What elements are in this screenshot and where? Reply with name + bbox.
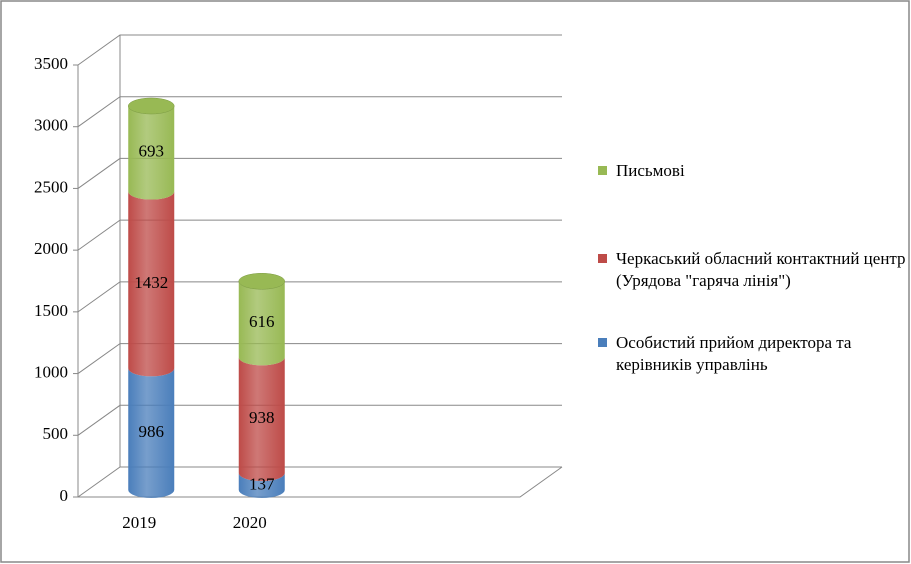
legend-swatch	[598, 338, 607, 347]
floor	[78, 466, 563, 498]
data-label: 938	[249, 408, 275, 427]
legend-entry: Черкаський обласний контактний центр (Ур…	[598, 248, 911, 292]
legend-label: Особистий прийом директора та керівників…	[616, 333, 852, 374]
grid-line	[77, 219, 562, 251]
data-label: 693	[139, 142, 165, 161]
bar-segment	[238, 473, 285, 498]
bar-segment	[238, 357, 285, 482]
data-label: 616	[249, 312, 275, 331]
y-tick-label: 1500	[34, 301, 68, 320]
bar-cap	[128, 97, 175, 115]
bar-segment	[238, 281, 285, 366]
bar-segment	[128, 106, 175, 200]
bar-segment	[128, 368, 175, 498]
x-tick-label: 2019	[122, 513, 156, 532]
legend-swatch	[598, 166, 607, 175]
grid-line	[77, 343, 562, 374]
y-tick-label: 2000	[34, 239, 68, 258]
legend-label: Черкаський обласний контактний центр (Ур…	[616, 249, 906, 290]
x-tick-label: 2020	[233, 513, 267, 532]
y-tick-label: 0	[60, 486, 69, 505]
data-label: 137	[249, 474, 275, 493]
grid-line	[77, 281, 562, 313]
bar-segment	[128, 191, 175, 377]
legend-entry: Письмові	[598, 160, 911, 182]
y-tick-label: 2500	[34, 177, 68, 196]
legend-entry: Особистий прийом директора та керівників…	[598, 332, 911, 376]
grid-line	[77, 404, 562, 436]
y-tick-label: 1000	[34, 362, 68, 381]
y-tick-label: 3000	[34, 116, 68, 135]
bar-cap	[238, 273, 285, 290]
legend-swatch	[598, 254, 607, 263]
legend-label: Письмові	[616, 161, 685, 180]
grid-line	[77, 34, 562, 66]
data-label: 1432	[134, 273, 168, 292]
grid-line	[77, 157, 562, 189]
y-tick-label: 3500	[34, 54, 68, 73]
grid-line	[77, 96, 562, 128]
grid-line	[77, 466, 562, 498]
data-label: 986	[139, 422, 165, 441]
y-tick-label: 500	[43, 424, 69, 443]
